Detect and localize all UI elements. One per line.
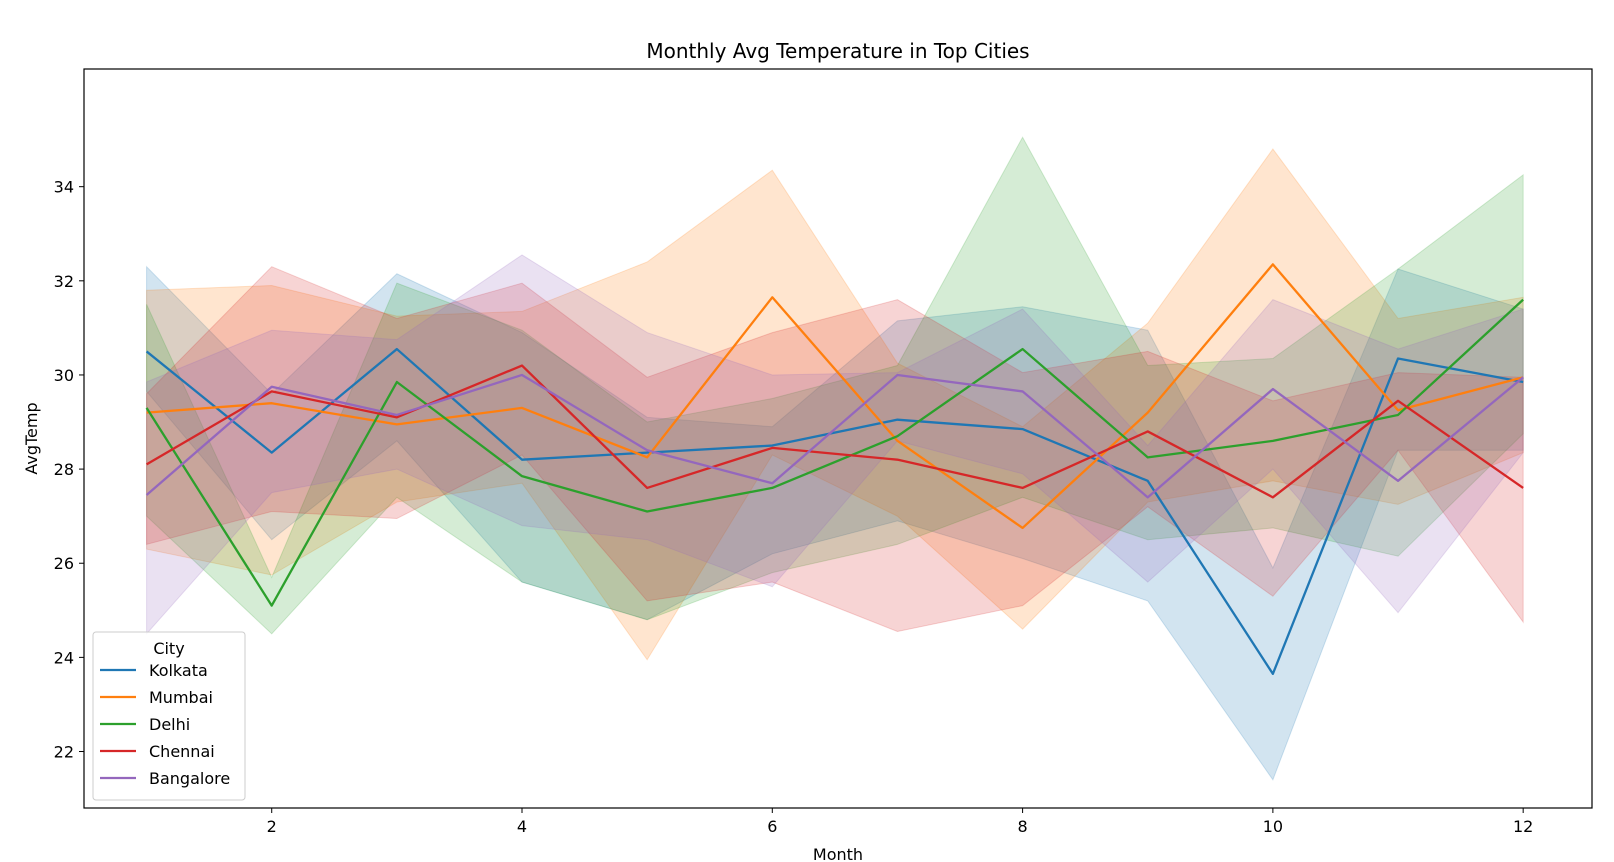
x-tick-label: 12 xyxy=(1513,817,1533,836)
y-tick-label: 22 xyxy=(54,743,74,762)
y-axis-label: AvgTemp xyxy=(22,402,41,474)
legend-label-bangalore: Bangalore xyxy=(149,769,230,788)
x-axis-label: Month xyxy=(813,845,863,862)
series-lines xyxy=(145,263,1524,676)
x-tick-label: 10 xyxy=(1263,817,1283,836)
ci-band-mumbai xyxy=(146,148,1524,661)
legend-items: Kolkata Mumbai Delhi Chennai Bangalore xyxy=(100,661,230,788)
ci-band-bangalore xyxy=(146,254,1524,636)
legend-label-chennai: Chennai xyxy=(149,742,215,761)
series-line-bangalore xyxy=(145,373,1524,499)
x-tick-label: 8 xyxy=(1017,817,1027,836)
legend-title: City xyxy=(153,639,184,658)
x-tick-label: 2 xyxy=(267,817,277,836)
series-line-delhi xyxy=(145,298,1524,607)
y-tick-label: 34 xyxy=(54,178,74,197)
legend: City Kolkata Mumbai Delhi Chennai Bangalore xyxy=(92,631,246,801)
y-tick-label: 30 xyxy=(54,366,74,385)
legend-label-kolkata: Kolkata xyxy=(149,661,208,680)
x-tick-label: 6 xyxy=(767,817,777,836)
confidence-bands xyxy=(146,136,1524,781)
series-line-chennai xyxy=(145,364,1524,499)
y-tick-label: 32 xyxy=(54,272,74,291)
ci-band-delhi xyxy=(146,136,1524,635)
y-tick-label: 28 xyxy=(54,460,74,479)
legend-label-delhi: Delhi xyxy=(149,715,190,734)
legend-box xyxy=(92,631,246,801)
series-line-kolkata xyxy=(145,347,1524,676)
legend-label-mumbai: Mumbai xyxy=(149,688,213,707)
ci-band-kolkata xyxy=(146,265,1524,781)
y-axis: 22 24 26 28 30 32 34 xyxy=(54,178,84,762)
x-tick-label: 4 xyxy=(517,817,527,836)
plot-frame xyxy=(83,68,1593,809)
y-tick-label: 26 xyxy=(54,554,74,573)
ci-band-chennai xyxy=(146,266,1524,633)
chart-title: Monthly Avg Temperature in Top Cities xyxy=(646,39,1029,63)
y-tick-label: 24 xyxy=(54,648,74,667)
x-axis: 2 4 6 8 10 12 xyxy=(267,808,1533,836)
